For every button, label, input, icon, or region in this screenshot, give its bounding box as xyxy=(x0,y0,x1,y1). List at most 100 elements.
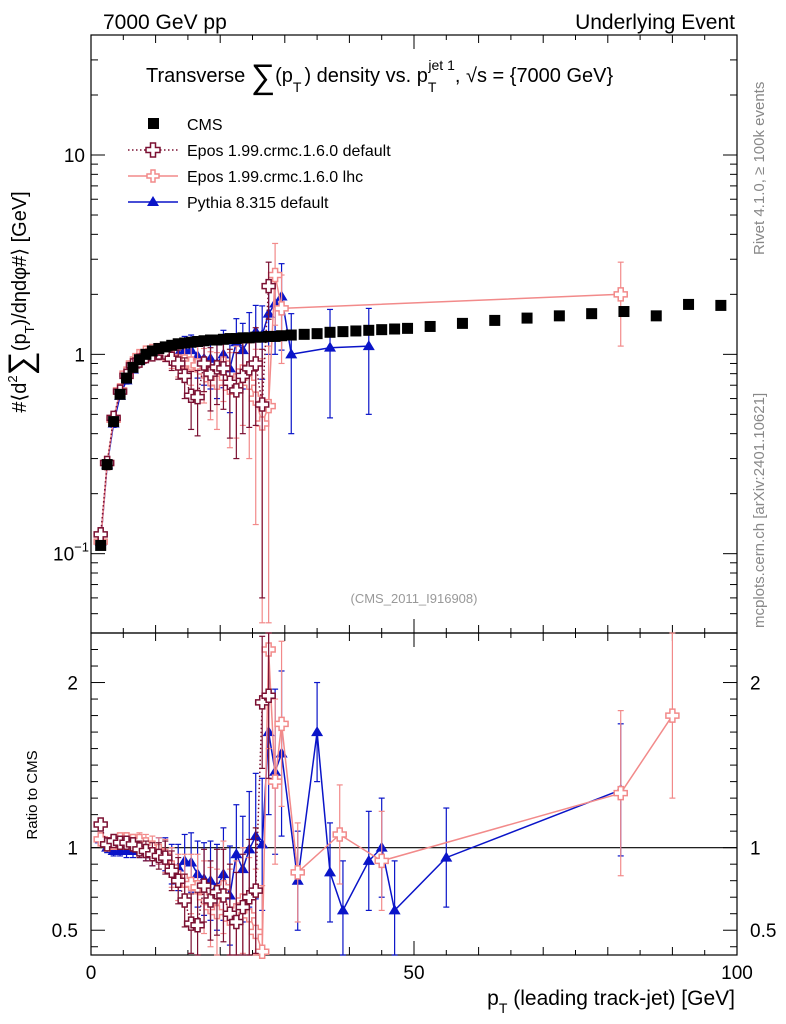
ratio-point-pythia-8-315-default xyxy=(324,866,337,877)
main-point-cms xyxy=(179,337,191,349)
ratio-series-epos-1-99-crmc-1-6-0-lhc xyxy=(93,632,680,959)
main-title: Transverse ∑(pT) density vs. pTjet 1, √s… xyxy=(146,57,614,96)
main-point-cms xyxy=(185,336,197,348)
ratio-point-epos-1-99-crmc-1-6-0-default xyxy=(216,888,231,903)
main-point-cms xyxy=(198,335,210,347)
main-point-cms xyxy=(121,372,133,384)
main-point-epos-1-99-crmc-1-6-0-default xyxy=(196,356,212,371)
main-point-epos-1-99-crmc-1-6-0-default xyxy=(261,278,276,294)
main-point-cms xyxy=(350,325,362,337)
ratio-point-epos-1-99-crmc-1-6-0-lhc xyxy=(665,708,680,723)
ratio-point-epos-1-99-crmc-1-6-0-default xyxy=(203,893,218,908)
main-point-cms xyxy=(269,330,281,342)
main-point-cms xyxy=(205,334,217,346)
header-left: 7000 GeV pp xyxy=(103,11,227,34)
mcplots-label: mcplots.cern.ch [arXiv:2401.10621] xyxy=(751,393,768,628)
main-point-cms xyxy=(618,306,630,318)
main-point-cms xyxy=(683,298,695,310)
ratio-point-epos-1-99-crmc-1-6-0-default xyxy=(242,889,257,905)
header-right: Underlying Event xyxy=(575,11,735,34)
ratio-point-epos-1-99-crmc-1-6-0-lhc xyxy=(374,853,389,869)
main-point-cms xyxy=(521,312,533,324)
ratio-ytick-label-right: 2 xyxy=(750,674,761,695)
legend-label-epos-default: Epos 1.99.crmc.1.6.0 default xyxy=(187,143,391,160)
ratio-point-epos-1-99-crmc-1-6-0-default xyxy=(164,863,179,879)
ratio-point-epos-1-99-crmc-1-6-0-default xyxy=(170,873,186,888)
main-point-cms xyxy=(230,333,242,345)
main-point-cms xyxy=(172,338,184,350)
main-point-cms xyxy=(256,331,268,343)
ratio-point-pythia-8-315-default xyxy=(311,726,324,737)
main-point-cms xyxy=(217,333,229,345)
main-point-cms xyxy=(114,388,126,400)
main-point-cms xyxy=(285,329,297,341)
main-point-cms xyxy=(108,416,120,428)
x-axis-label: pT (leading track-jet) [GeV] xyxy=(487,987,735,1016)
main-point-cms xyxy=(337,326,349,338)
ratio-point-epos-1-99-crmc-1-6-0-default xyxy=(254,695,270,710)
ratio-point-epos-1-99-crmc-1-6-0-default xyxy=(229,914,244,930)
main-point-cms xyxy=(424,320,436,332)
main-point-cms xyxy=(192,335,204,347)
main-point-epos-1-99-crmc-1-6-0-default xyxy=(235,368,251,384)
main-point-cms xyxy=(243,332,255,344)
ratio-point-epos-1-99-crmc-1-6-0-default xyxy=(235,899,251,915)
main-point-epos-1-99-crmc-1-6-0-default xyxy=(216,361,231,376)
rivet-version-label: Rivet 4.1.0, ≥ 100k events xyxy=(751,82,768,255)
main-point-cms xyxy=(127,361,139,373)
main-point-cms xyxy=(101,459,113,471)
main-point-cms xyxy=(211,334,223,346)
legend-marker-pythia xyxy=(147,196,159,206)
main-point-epos-1-99-crmc-1-6-0-default xyxy=(177,368,192,384)
main-point-cms xyxy=(146,345,158,357)
ratio-point-epos-1-99-crmc-1-6-0-default xyxy=(248,883,263,898)
main-point-cms xyxy=(324,326,336,338)
main-point-pythia-8-315-default xyxy=(324,341,337,352)
main-point-cms xyxy=(237,332,249,344)
ratio-point-epos-1-99-crmc-1-6-0-default xyxy=(93,817,108,832)
ratio-point-epos-1-99-crmc-1-6-0-lhc xyxy=(254,944,270,959)
analysis-watermark: (CMS_2011_I916908) xyxy=(351,591,478,606)
legend-marker-epos-lhc xyxy=(146,169,160,183)
main-point-cms xyxy=(311,328,323,340)
ratio-point-pythia-8-315-default xyxy=(362,854,375,865)
ratio-point-epos-1-99-crmc-1-6-0-lhc xyxy=(274,716,289,732)
main-point-cms xyxy=(250,331,262,343)
main-point-epos-1-99-crmc-1-6-0-default xyxy=(203,366,218,381)
main-series-group xyxy=(93,242,727,624)
ratio-series-pythia-8-315-default xyxy=(94,648,627,956)
main-point-cms xyxy=(133,354,145,366)
main-point-pythia-8-315-default xyxy=(285,348,298,359)
main-ytick-label: 10 xyxy=(64,146,85,167)
ratio-series-group xyxy=(91,632,737,959)
ratio-point-epos-1-99-crmc-1-6-0-default xyxy=(190,918,205,933)
main-point-cms xyxy=(402,322,414,334)
main-point-epos-1-99-crmc-1-6-0-default xyxy=(248,356,263,371)
main-point-cms xyxy=(263,330,275,342)
main-y-tick-labels: 10−1 1 10 xyxy=(53,146,89,566)
x-tick-label: 0 xyxy=(86,963,97,984)
ratio-point-epos-1-99-crmc-1-6-0-lhc xyxy=(613,785,628,801)
ratio-point-epos-1-99-crmc-1-6-0-lhc xyxy=(267,774,283,789)
main-ytick-label: 10−1 xyxy=(53,540,89,566)
ratio-axis-ticks xyxy=(90,632,738,955)
main-point-epos-1-99-crmc-1-6-0-default xyxy=(229,383,244,398)
main-point-cms xyxy=(650,310,662,322)
ratio-series-epos-1-99-crmc-1-6-0-default xyxy=(93,632,276,956)
main-point-cms xyxy=(298,328,310,340)
legend-entry-pythia: Pythia 8.315 default xyxy=(128,195,329,212)
ratio-point-epos-1-99-crmc-1-6-0-default xyxy=(158,850,173,865)
main-series-cms xyxy=(95,298,727,551)
ratio-ytick-label-right: 0.5 xyxy=(750,921,776,942)
main-point-cms xyxy=(489,314,501,326)
legend-entry-cms: CMS xyxy=(148,117,223,134)
legend-entry-epos-default: Epos 1.99.crmc.1.6.0 default xyxy=(128,142,391,160)
ratio-point-pythia-8-315-default xyxy=(230,848,243,859)
ratio-point-epos-1-99-crmc-1-6-0-default xyxy=(261,688,276,703)
ratio-panel: 0.5 0.5 1 1 2 2 0 50 100 Ratio to CMS pT (leadi… xyxy=(24,632,776,1016)
main-point-cms xyxy=(586,308,598,320)
main-ytick-label: 1 xyxy=(74,345,85,366)
main-point-cms xyxy=(553,310,565,322)
legend-label-cms: CMS xyxy=(187,117,223,134)
